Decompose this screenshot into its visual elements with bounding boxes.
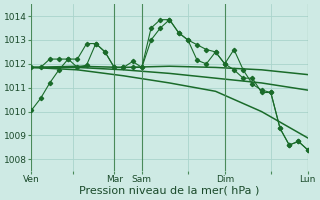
X-axis label: Pression niveau de la mer( hPa ): Pression niveau de la mer( hPa ) (79, 186, 260, 196)
